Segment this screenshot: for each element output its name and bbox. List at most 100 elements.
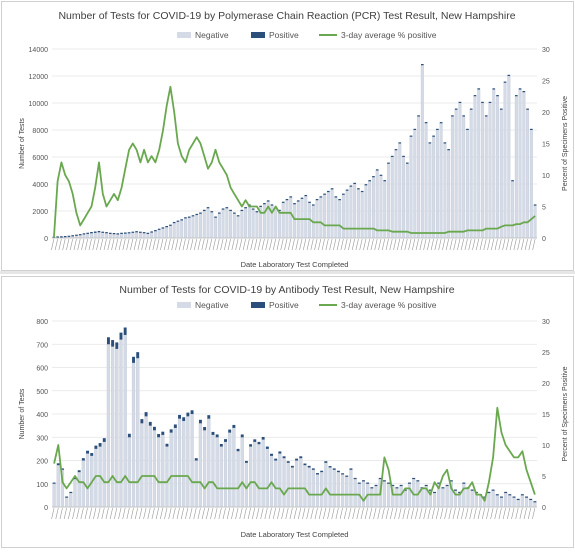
bar-positive	[489, 102, 492, 103]
bar-negative	[266, 449, 269, 507]
x-tick	[386, 239, 389, 250]
antibody-chart-panel: Number of Tests for COVID-19 by Antibody…	[1, 276, 574, 548]
x-tick	[405, 239, 408, 250]
bar-positive	[295, 459, 298, 461]
bar-positive	[519, 88, 522, 89]
bar-negative	[286, 200, 289, 238]
bar-positive	[375, 485, 378, 486]
bar-negative	[425, 123, 428, 238]
bar-positive	[338, 199, 341, 200]
x-tick	[183, 239, 186, 250]
y2-tick-label: 25	[542, 350, 550, 357]
bar-positive	[413, 129, 416, 130]
bar-negative	[316, 474, 319, 507]
bar-positive	[455, 109, 458, 110]
bar-positive	[525, 497, 528, 498]
bar-positive	[182, 417, 185, 421]
y2-tick-label: 20	[542, 381, 550, 388]
bar-negative	[346, 191, 349, 238]
bar-negative	[492, 90, 495, 239]
x-tick	[177, 508, 180, 519]
x-tick	[356, 239, 359, 250]
bar-positive	[471, 490, 474, 491]
bar-positive	[90, 232, 93, 233]
bar-positive	[57, 463, 60, 465]
x-tick	[378, 239, 381, 250]
bar-positive	[341, 473, 344, 474]
bar-positive	[368, 180, 371, 181]
x-tick	[371, 239, 374, 250]
x-ticks	[52, 508, 535, 519]
bar-negative	[529, 500, 532, 507]
bar-positive	[342, 194, 345, 195]
x-tick	[206, 508, 209, 519]
bar-positive	[349, 468, 352, 469]
bar-negative	[496, 96, 499, 238]
bar-positive	[387, 483, 390, 484]
bar-negative	[210, 212, 213, 238]
x-tick	[153, 239, 156, 250]
x-tick	[525, 239, 528, 250]
x-tick	[93, 239, 96, 250]
bar-positive	[323, 194, 326, 195]
x-tick	[68, 508, 71, 519]
x-tick	[239, 239, 242, 250]
x-tick	[175, 239, 178, 250]
x-tick	[135, 508, 138, 519]
x-tick	[157, 239, 160, 250]
bar-negative	[101, 233, 104, 238]
bar-positive	[353, 183, 356, 184]
bar-positive	[173, 222, 176, 223]
bar-positive	[237, 215, 240, 216]
bar-positive	[245, 461, 248, 463]
y2-tick-label: 30	[542, 47, 550, 54]
x-tick	[439, 239, 442, 250]
bar-negative	[282, 203, 285, 238]
bar-positive	[492, 88, 495, 89]
x-tick	[476, 239, 479, 250]
bar-positive	[496, 494, 499, 495]
bar-positive	[158, 229, 161, 230]
bar-negative	[103, 442, 106, 507]
bar-negative	[295, 461, 298, 508]
x-tick	[277, 508, 280, 519]
x-tick	[127, 239, 129, 250]
x-tick	[416, 239, 419, 250]
bar-positive	[301, 198, 304, 199]
bar-positive	[253, 439, 256, 442]
bar-positive	[530, 129, 533, 130]
x-tick	[399, 508, 402, 519]
bar-negative	[256, 212, 259, 238]
bar-negative	[303, 465, 306, 507]
bar-positive	[282, 202, 285, 203]
bar-positive	[210, 211, 213, 212]
y-tick-label: 500	[36, 389, 48, 396]
x-tick	[461, 508, 464, 519]
bar-negative	[345, 477, 348, 507]
x-tick	[318, 239, 321, 250]
x-tick	[63, 239, 66, 250]
bar-positive	[308, 202, 311, 203]
x-tick	[187, 239, 190, 250]
x-tick	[56, 508, 59, 519]
bar-positive	[517, 499, 520, 500]
legend-label-line: 3-day average % positive	[341, 30, 437, 40]
bar-negative	[128, 233, 131, 238]
x-tick	[89, 508, 92, 519]
bar-positive	[75, 235, 78, 236]
y2-axis-title: Percent of Specimens Positive	[562, 366, 569, 461]
x-tick	[450, 239, 453, 250]
x-tick	[491, 508, 494, 519]
bar-negative	[220, 447, 223, 507]
x-tick	[529, 239, 532, 250]
bar-negative	[149, 426, 152, 507]
bar-negative	[387, 484, 390, 507]
bar-positive	[429, 142, 432, 143]
bar-negative	[353, 184, 356, 238]
legend-label-line: 3-day average % positive	[341, 300, 437, 310]
bar-negative	[216, 437, 219, 507]
bar-positive	[459, 102, 462, 103]
bar-positive	[94, 446, 97, 449]
bar-positive	[94, 232, 97, 233]
bar-negative	[327, 192, 330, 238]
